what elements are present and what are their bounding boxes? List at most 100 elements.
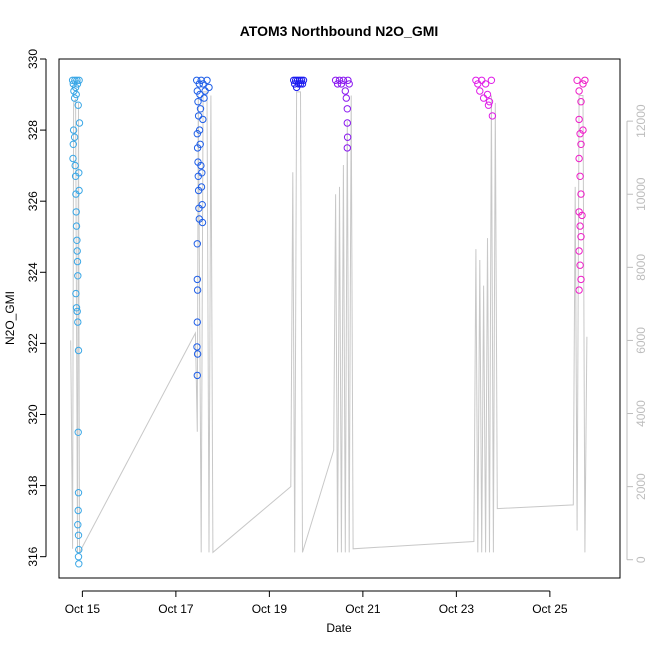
data-point <box>331 76 340 85</box>
y-axis: 316 318 320 322 324 326 328 330 <box>26 49 47 567</box>
y2-tick-label: 10000 <box>634 177 648 211</box>
series-6 <box>573 76 589 294</box>
data-point <box>72 222 81 230</box>
data-point <box>578 211 586 220</box>
data-point <box>488 112 497 120</box>
y-tick-label: 328 <box>26 120 40 140</box>
data-point <box>201 87 209 95</box>
data-point <box>581 76 589 85</box>
data-point <box>196 140 204 149</box>
data-point <box>74 521 82 529</box>
data-point <box>75 76 83 85</box>
data-point <box>74 428 82 436</box>
data-point <box>73 236 81 245</box>
data-point <box>576 172 584 181</box>
chart-title: ATOM3 Northbound N2O_GMI <box>240 23 439 39</box>
y-tick-label: 318 <box>26 475 40 495</box>
data-point <box>203 76 211 85</box>
data-point <box>73 247 81 255</box>
data-point <box>197 76 205 85</box>
data-point <box>575 115 583 124</box>
data-point <box>74 489 83 497</box>
data-point <box>298 80 307 88</box>
x-tick-label: Oct 25 <box>532 602 568 616</box>
data-point <box>193 130 202 138</box>
data-point <box>575 286 583 294</box>
data-point <box>197 183 206 191</box>
series-1 <box>68 76 84 568</box>
data-point <box>193 286 202 294</box>
data-point <box>193 343 201 351</box>
data-point <box>69 140 78 149</box>
data-point <box>576 261 584 269</box>
data-point <box>71 83 80 92</box>
data-point <box>198 169 206 177</box>
data-point <box>194 98 202 106</box>
data-point <box>74 506 82 515</box>
data-point <box>344 76 352 85</box>
data-point <box>576 222 584 230</box>
plot-frame <box>58 58 621 579</box>
data-points <box>68 76 589 568</box>
data-point <box>299 76 308 85</box>
data-point <box>73 257 82 266</box>
data-point <box>577 233 585 241</box>
data-point <box>573 76 581 85</box>
data-point <box>195 126 204 134</box>
data-point <box>479 94 488 102</box>
data-point <box>579 126 587 134</box>
data-point <box>69 126 78 134</box>
data-point <box>487 76 496 85</box>
altitude-trace <box>70 91 588 554</box>
data-point <box>335 76 344 85</box>
x-tick-label: Oct 15 <box>65 602 101 616</box>
data-point <box>74 346 83 355</box>
data-point <box>72 304 81 312</box>
altitude-line <box>70 91 588 554</box>
data-point <box>74 318 82 326</box>
data-point <box>485 98 494 106</box>
data-point <box>197 161 205 170</box>
series-3 <box>290 76 308 92</box>
data-point <box>579 80 587 88</box>
data-point <box>71 161 79 170</box>
data-point <box>343 144 351 152</box>
series-5 <box>472 76 497 120</box>
data-point <box>577 275 585 284</box>
y2-tick-label: 6000 <box>634 327 648 354</box>
data-point <box>73 307 81 316</box>
data-point <box>72 90 80 99</box>
data-point <box>575 247 583 255</box>
data-point <box>196 90 204 99</box>
data-point <box>476 87 484 95</box>
series-2 <box>193 76 213 380</box>
data-point <box>72 289 80 298</box>
data-point <box>75 169 83 177</box>
data-point <box>472 76 480 85</box>
y-tick-label: 330 <box>26 49 40 69</box>
data-point <box>75 545 83 554</box>
data-point <box>343 133 352 141</box>
data-point <box>342 94 350 102</box>
data-point <box>200 94 208 102</box>
y-axis-label: N2O_GMI <box>3 291 17 345</box>
secondary-y-axis: 0 2000 4000 6000 8000 10000 12000 <box>626 104 648 563</box>
data-point <box>75 186 83 195</box>
y2-tick-label: 2000 <box>634 473 648 500</box>
data-point <box>196 105 205 113</box>
x-axis-label: Date <box>326 621 352 635</box>
data-point <box>483 90 492 99</box>
data-point <box>577 140 585 149</box>
y-tick-label: 320 <box>26 404 40 424</box>
x-tick-label: Oct 19 <box>252 602 288 616</box>
y-tick-label: 322 <box>26 333 40 353</box>
data-point <box>343 119 351 127</box>
data-point <box>198 218 207 227</box>
data-point <box>577 190 585 198</box>
y-tick-label: 324 <box>26 262 40 282</box>
data-point <box>74 553 83 561</box>
data-point <box>205 83 213 92</box>
data-point <box>195 80 204 88</box>
